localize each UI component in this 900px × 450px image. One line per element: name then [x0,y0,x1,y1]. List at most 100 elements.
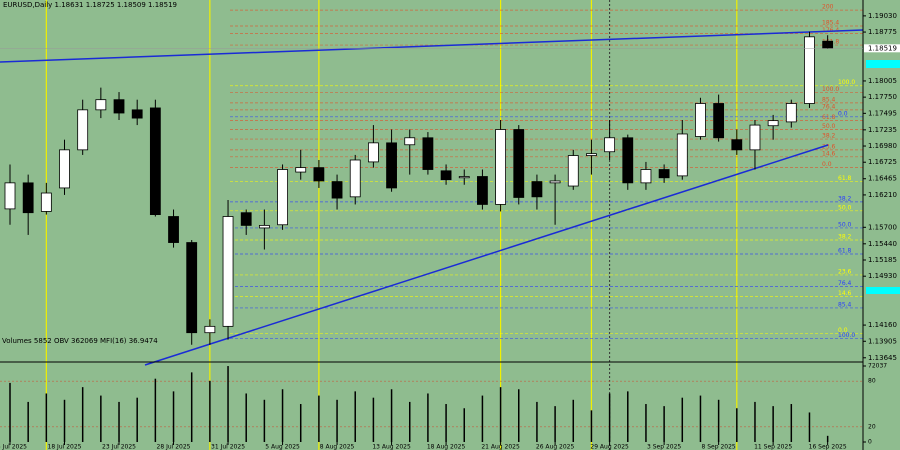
y-tick-label: 1.19030 [868,12,897,20]
y-tick-label: 1.16980 [868,142,897,150]
trend-line [0,29,864,63]
candle-body [549,180,561,184]
x-tick-label: 8 Aug 2025 [320,444,355,450]
y-tick-label: 1.14160 [868,321,897,329]
x-tick-label: 28 Jul 2025 [157,444,191,450]
candle-body [295,167,307,173]
fib-label: 61.8 [822,114,836,121]
candle-body [676,133,688,177]
y-tick-label: 1.17495 [868,109,897,117]
candle-body [640,169,652,184]
candle-body [77,109,89,151]
volume-panel: 80 20 0 72037 [0,363,887,446]
candle-body [404,137,416,146]
candle-body [204,325,216,334]
candle-body [258,224,270,229]
y-tick-label: 1.15440 [868,240,897,248]
fib-label: 61.8 [838,175,852,182]
fib-label: 85.4 [822,96,836,103]
candle-body [586,153,597,156]
candle-body [277,169,288,226]
x-tick-label: 18 Aug 2025 [427,444,466,450]
y-tick-label: 1.13905 [868,337,897,345]
fib-label: 23.6 [822,143,836,150]
candle-body [186,242,198,334]
x-tick-label: 26 Aug 2025 [536,444,575,450]
candle-body [622,137,634,184]
axes: 1.19030 1.18775 1.18005 1.17750 1.17495 1.172… [0,12,900,450]
candle-body [695,103,706,137]
candle-body [567,155,579,187]
y-tick-label: 1.16465 [868,175,897,183]
price-box [864,44,900,53]
fib-label: 14.6 [838,290,852,297]
x-tick-label: 16 Sep 2025 [809,444,847,450]
x-tick-label: 21 Aug 2025 [481,444,520,450]
candle-body [440,170,452,181]
fib-label: 38.2 [822,133,836,140]
fib-label: 50.0 [838,204,852,211]
candle-body [349,159,361,198]
candle-body [422,137,434,170]
fib-label: 100.0 [838,79,855,86]
candle-body [149,107,161,216]
fib-label: 50.0 [822,123,836,130]
y-tick-label: 1.17750 [868,93,897,101]
fib-label: 38.2 [838,195,852,202]
chart-title: EURUSD,Daily 1.18631 1.18725 1.18509 1.1… [3,1,177,9]
candles [4,31,834,345]
fib-label: 85.4 [838,301,852,308]
marker-box [866,60,900,68]
current-price-label: 1.18519 [868,44,897,52]
fib-label: 23.6 [838,268,852,275]
x-tick-label: 11 Sep 2025 [754,444,792,450]
trend-line [144,144,829,366]
candle-body [59,149,70,189]
candle-body [531,181,543,198]
x-tick-label: 31 Jul 2025 [211,444,245,450]
y-tick-label: 1.18775 [868,28,897,36]
volume-tick-label: 0 [868,439,872,446]
x-tick-label: 8 Sep 2025 [702,444,736,450]
x-tick-label: 15 Jul 2025 [0,444,27,450]
candle-body [604,137,616,153]
fib-label: 100.0 [838,332,855,339]
candle-body [495,129,506,205]
candle-body [731,139,743,151]
y-tick-label: 1.15700 [868,223,897,231]
fib-label: 61.8 [838,247,852,254]
y-tick-label: 1.16210 [868,191,897,199]
candle-body [331,181,343,199]
candle-body [458,176,470,179]
candle-body [767,120,779,127]
y-tick-label: 1.17235 [868,126,897,134]
candle-body [240,212,252,226]
candle-body [367,142,379,163]
candle-body [804,36,815,104]
candle-body [386,142,397,189]
candle-body [513,129,525,198]
candle-body [785,103,797,123]
fib-label: 0.0 [838,327,848,334]
y-tick-label: 1.18005 [868,77,897,85]
fib-label: 76.4 [838,280,852,287]
fib-label: 0.0 [838,110,848,117]
level-label: 20 [868,423,876,430]
fib-label: 76.4 [822,103,836,110]
y-tick-label: 1.14930 [868,272,897,280]
candle-body [222,216,234,327]
level-label: 80 [868,378,876,385]
x-tick-label: 13 Aug 2025 [372,444,411,450]
candle-body [131,109,143,119]
x-tick-label: 3 Sep 2025 [647,444,681,450]
fib-label: 100.0 [822,86,839,93]
y-tick-label: 1.16725 [868,158,897,166]
x-tick-label: 18 Jul 2025 [48,444,82,450]
candle-body [168,216,179,243]
x-tick-label: 29 Aug 2025 [590,444,629,450]
candle-body [22,182,34,214]
candle-body [713,103,725,139]
candle-body [822,40,834,49]
